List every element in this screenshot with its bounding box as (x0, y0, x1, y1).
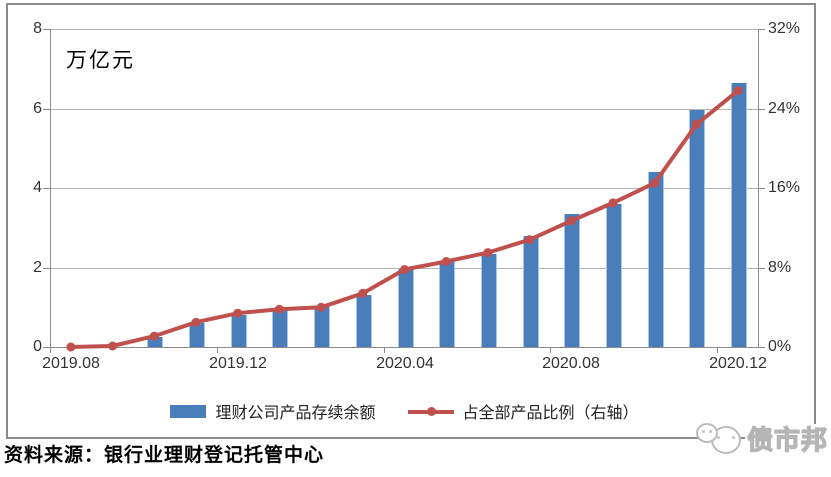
left-axis-tick (43, 268, 50, 269)
legend-bar-swatch-icon (170, 404, 207, 418)
right-axis-tick-label: 32% (768, 20, 801, 37)
balance-bar (606, 204, 622, 347)
balance-bar (189, 323, 205, 347)
watermark-text: 债市邦 (745, 424, 831, 456)
left-axis-line (50, 29, 51, 347)
balance-bar (314, 307, 330, 347)
balance-bar (481, 254, 497, 347)
balance-bar (689, 110, 705, 347)
ratio-line-series (66, 86, 743, 352)
chart-frame (6, 3, 816, 439)
x-axis-tick-label: 2020.08 (542, 355, 600, 372)
watermark: 债市邦 (696, 421, 831, 459)
legend: 理财公司产品存续余额 占全部产品比例（右轴） (50, 398, 759, 424)
x-axis-tick (550, 347, 551, 353)
x-axis-tick-label: 2019.08 (42, 355, 100, 372)
x-axis-tick-label: 2020.12 (709, 355, 767, 372)
balance-bar (439, 262, 455, 347)
legend-bar-label: 理财公司产品存续余额 (215, 405, 376, 422)
x-axis-line (50, 347, 759, 348)
balance-bar (564, 214, 580, 347)
y-gridline (50, 188, 759, 189)
right-axis-tick-label: 8% (768, 259, 792, 276)
right-axis-tick (758, 268, 765, 269)
left-axis-tick (43, 188, 50, 189)
right-axis-tick-label: 0% (768, 338, 792, 355)
left-axis-tick (43, 109, 50, 110)
left-axis-tick-label: 2 (33, 259, 42, 276)
balance-bar (231, 315, 247, 347)
balance-bar (523, 236, 539, 347)
legend-line-label: 占全部产品比例（右轴） (462, 405, 639, 422)
x-axis-tick (50, 347, 51, 353)
right-axis-tick-label: 24% (768, 100, 801, 117)
right-axis-line (758, 29, 759, 347)
left-axis-tick-label: 4 (33, 179, 42, 196)
balance-bar (356, 295, 372, 347)
right-axis-tick (758, 188, 765, 189)
x-axis-tick (717, 347, 718, 353)
right-axis-tick-label: 16% (768, 179, 801, 196)
balance-bar (648, 172, 664, 347)
x-axis-tick-label: 2019.12 (209, 355, 267, 372)
source-note: 资料来源：银行业理财登记托管中心 (4, 445, 325, 466)
balance-bar (731, 83, 747, 347)
left-axis-unit-label: 万亿元 (66, 49, 135, 72)
right-axis-tick (758, 347, 765, 348)
right-axis-tick (758, 29, 765, 30)
left-axis-tick (43, 347, 50, 348)
x-axis-tick (217, 347, 218, 353)
left-axis-tick (43, 29, 50, 30)
y-gridline (50, 109, 759, 110)
balance-bar (272, 309, 288, 347)
speech-bubble-small-icon (696, 423, 718, 443)
left-axis-tick-label: 8 (33, 20, 42, 37)
right-axis-tick (758, 109, 765, 110)
balance-bar (398, 269, 414, 347)
x-axis-tick-label: 2020.04 (376, 355, 434, 372)
balance-bar (147, 337, 163, 347)
y-gridline (50, 29, 759, 30)
left-axis-tick-label: 6 (33, 100, 42, 117)
x-axis-tick (384, 347, 385, 353)
left-axis-tick-label: 0 (33, 338, 42, 355)
legend-line-swatch-icon (407, 405, 454, 418)
